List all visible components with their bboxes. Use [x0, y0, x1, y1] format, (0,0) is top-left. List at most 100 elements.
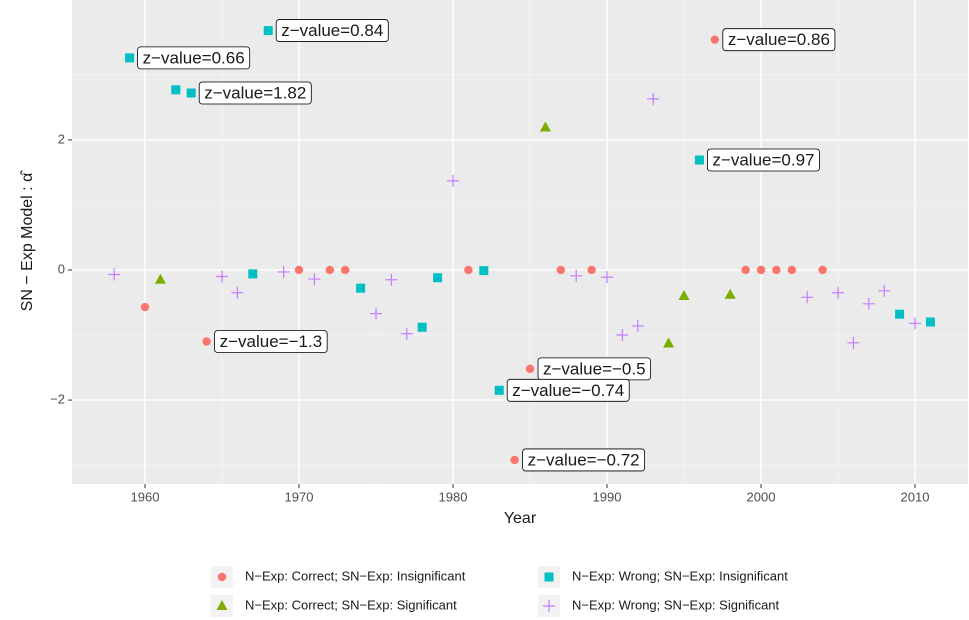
point — [832, 286, 845, 299]
annotation-text: z−value=−0.5 — [543, 359, 646, 378]
legend-key — [217, 572, 227, 582]
point — [631, 319, 644, 332]
legend-label: N−Exp: Correct; SN−Exp: Significant — [245, 597, 457, 612]
point — [694, 155, 704, 165]
legend-key — [544, 572, 554, 582]
x-tick-label: 1990 — [593, 489, 622, 504]
point — [108, 268, 121, 281]
point — [231, 286, 244, 299]
point — [277, 265, 290, 278]
point — [862, 297, 875, 310]
point — [447, 174, 460, 187]
point — [925, 317, 935, 327]
point — [263, 26, 273, 36]
point — [741, 265, 750, 275]
grid — [72, 0, 968, 484]
point — [433, 273, 443, 283]
annotation-box — [722, 28, 836, 52]
annotation-box — [137, 46, 251, 70]
annotation: z−value=0.66 — [137, 46, 251, 70]
point — [171, 85, 181, 95]
point — [787, 265, 797, 275]
y-tick-label: −2 — [50, 392, 65, 407]
annotation-box — [198, 81, 312, 105]
x-axis-label: Year — [504, 510, 537, 527]
x-tick-label: 2000 — [747, 489, 776, 504]
annotation-box — [214, 330, 328, 353]
annotation: z−value=−0.72 — [522, 448, 646, 472]
annotation-box — [275, 19, 389, 42]
point — [370, 307, 383, 320]
point — [140, 302, 150, 312]
point — [464, 265, 473, 275]
point — [878, 284, 891, 297]
annotation-text: z−value=−0.72 — [528, 450, 640, 469]
legend-label: N−Exp: Correct; SN−Exp: Insignificant — [245, 568, 466, 583]
point — [154, 273, 166, 284]
point — [479, 266, 489, 276]
point — [909, 317, 922, 330]
annotation-text: z−value=−0.74 — [512, 381, 624, 400]
point — [663, 337, 675, 348]
x-tick-label: 1970 — [285, 489, 314, 504]
marks — [108, 26, 935, 465]
annotation: z−value=−0.5 — [537, 357, 651, 381]
annotation-text: z−value=0.86 — [728, 30, 830, 49]
point — [417, 322, 427, 332]
point — [510, 455, 519, 465]
point — [308, 273, 321, 286]
legend-label: N−Exp: Wrong; SN−Exp: Insignificant — [572, 568, 788, 583]
point — [494, 385, 504, 395]
x-tick-label: 1980 — [439, 489, 468, 504]
annotation-text: z−value=1.82 — [204, 84, 306, 103]
point — [202, 337, 211, 346]
point — [539, 121, 551, 132]
legend-key — [543, 600, 555, 612]
point — [125, 53, 135, 63]
point — [216, 270, 229, 283]
x-tick-label: 1960 — [131, 489, 160, 504]
point — [895, 309, 905, 319]
annotation-text: z−value=0.66 — [143, 48, 245, 67]
legend-key — [216, 600, 228, 610]
annotation-text: z−value=0.97 — [712, 151, 814, 170]
point — [294, 265, 304, 275]
annotation-text: z−value=0.84 — [281, 21, 383, 40]
point — [801, 291, 814, 304]
point — [587, 265, 596, 275]
point — [678, 289, 690, 300]
panel — [72, 0, 968, 484]
annotation: z−value=0.84 — [275, 19, 389, 42]
point — [248, 269, 258, 279]
point — [818, 265, 827, 275]
point — [601, 271, 614, 284]
x-tick-label: 2010 — [901, 489, 930, 504]
point — [325, 265, 335, 275]
annotation-box — [522, 448, 646, 472]
point — [341, 265, 350, 275]
point — [847, 336, 860, 349]
y-tick-label: 2 — [58, 131, 65, 146]
annotation: z−value=0.86 — [722, 28, 836, 52]
point — [724, 288, 736, 299]
annotation-box — [506, 378, 630, 402]
point — [186, 88, 196, 98]
point — [385, 273, 398, 286]
point — [400, 327, 413, 340]
legend: N−Exp: Correct; SN−Exp: Insignificant N−E… — [211, 566, 788, 617]
legend-label: N−Exp: Wrong; SN−Exp: Significant — [572, 597, 780, 612]
point — [710, 35, 720, 44]
annotation-text: z−value=−1.3 — [220, 332, 323, 351]
point — [525, 364, 535, 374]
annotation: z−value=−0.74 — [506, 378, 630, 402]
point — [756, 265, 766, 275]
point — [647, 92, 660, 105]
point — [772, 265, 781, 275]
y-axis-label: SN − Exp Model : α̂ — [19, 170, 36, 312]
annotation: z−value=−1.3 — [214, 330, 328, 353]
y-tick-label: 0 — [58, 261, 65, 276]
point — [570, 269, 583, 282]
point — [556, 265, 566, 275]
point — [356, 283, 366, 293]
